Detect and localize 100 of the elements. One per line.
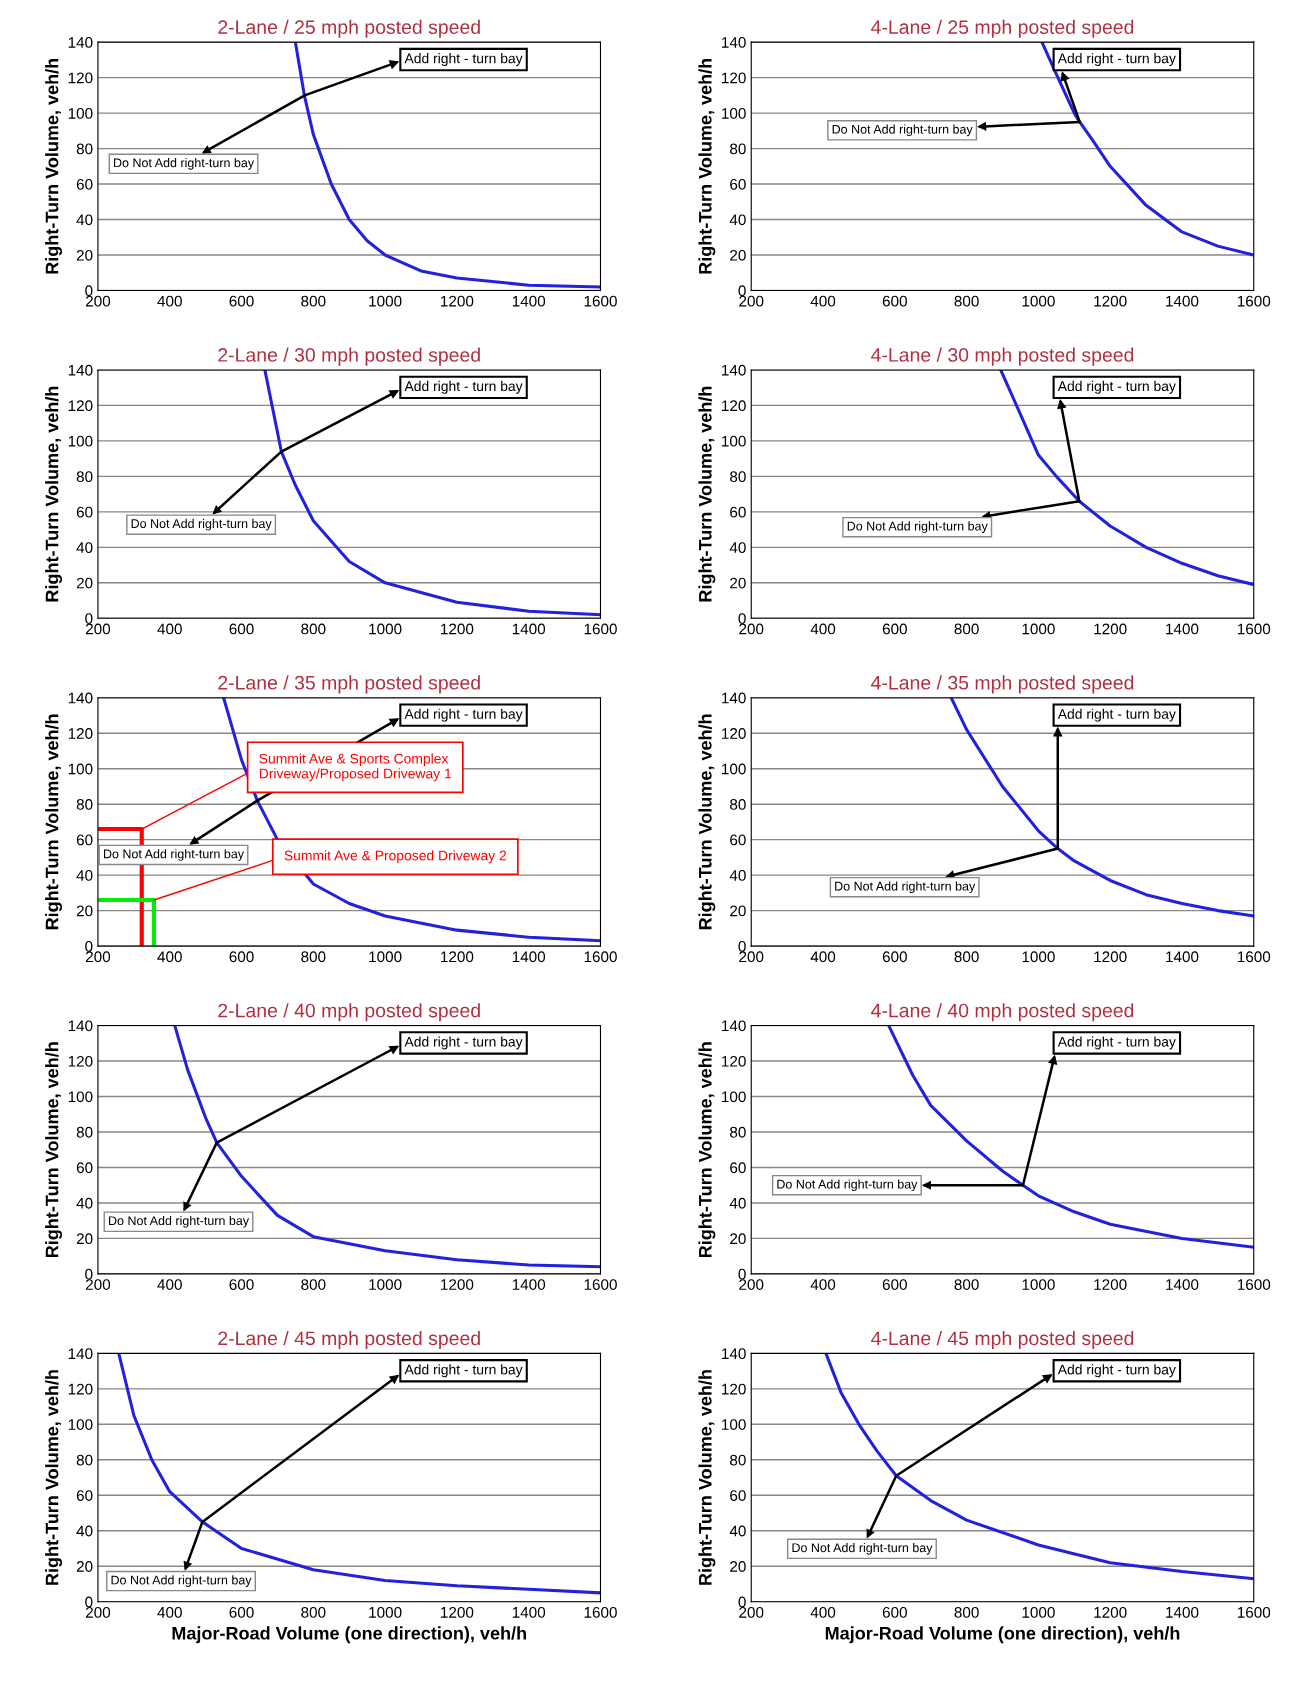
x-tick-label: 800 bbox=[954, 623, 979, 635]
y-tick-label: 140 bbox=[722, 692, 746, 704]
y-tick-label: 40 bbox=[729, 1197, 746, 1209]
x-tick-label: 1400 bbox=[512, 1279, 546, 1290]
x-tick-label: 1000 bbox=[369, 295, 402, 307]
x-tick-label: 600 bbox=[229, 623, 254, 635]
y-tick-label: 140 bbox=[722, 1020, 746, 1032]
x-tick-label: 1400 bbox=[1166, 295, 1199, 307]
x-tick-label: 600 bbox=[882, 951, 907, 963]
chart-title: 2-Lane / 30 mph posted speed bbox=[218, 347, 480, 366]
chart-title: 4-Lane / 35 mph posted speed bbox=[871, 675, 1134, 694]
y-tick-label: 60 bbox=[730, 1162, 746, 1174]
y-tick-label: 20 bbox=[730, 1561, 746, 1572]
x-tick-label: 1000 bbox=[1022, 623, 1055, 635]
annotation: Do Not Add right-turn bay bbox=[835, 881, 976, 894]
annotation: Do Not Add right-turn bay bbox=[777, 1179, 918, 1192]
y-tick-label: 100 bbox=[722, 763, 746, 775]
y-tick-label: 120 bbox=[722, 400, 746, 412]
x-tick-label: 400 bbox=[157, 623, 182, 635]
x-tick-label: 1200 bbox=[441, 623, 474, 635]
chart-title: 4-Lane / 45 mph posted speed bbox=[871, 1330, 1134, 1350]
x-tick-label: 1600 bbox=[584, 1279, 617, 1290]
annotation: Do Not Add right-turn bay bbox=[832, 124, 973, 137]
annotation: Do Not Add right-turn bay bbox=[111, 1575, 252, 1587]
y-tick-label: 60 bbox=[76, 178, 93, 190]
y-tick-label: 20 bbox=[730, 249, 746, 261]
x-tick-label: 1600 bbox=[1237, 295, 1271, 307]
x-tick-label: 1200 bbox=[441, 1279, 474, 1290]
y-tick-label: 120 bbox=[68, 1055, 93, 1067]
x-tick-label: 1600 bbox=[584, 623, 617, 635]
y-axis-title: Right-Turn Volume, veh/h bbox=[45, 714, 63, 930]
x-tick-label: 1400 bbox=[512, 295, 546, 307]
y-axis-title: Right-Turn Volume, veh/h bbox=[698, 1370, 716, 1585]
y-tick-label: 0 bbox=[85, 1268, 93, 1280]
y-tick-label: 140 bbox=[68, 1348, 93, 1360]
x-tick-label: 800 bbox=[301, 295, 326, 307]
annotation: Do Not Add right-turn bay bbox=[131, 518, 272, 531]
y-tick-label: 120 bbox=[722, 72, 746, 84]
x-tick-label: 800 bbox=[301, 1606, 326, 1618]
y-tick-label: 0 bbox=[738, 940, 746, 952]
annotation: Do Not Add right-turn bay bbox=[104, 849, 244, 861]
x-tick-label: 800 bbox=[954, 951, 979, 963]
annotation: Add right - turn bay bbox=[1057, 53, 1176, 67]
y-tick-label: 60 bbox=[76, 506, 93, 518]
x-tick-label: 200 bbox=[85, 295, 111, 307]
y-tick-label: 120 bbox=[68, 72, 93, 84]
x-tick-label: 600 bbox=[882, 1606, 907, 1618]
y-axis-title: Right-Turn Volume, veh/h bbox=[45, 386, 63, 602]
annotation: Add right - turn bay bbox=[404, 708, 523, 722]
y-tick-label: 80 bbox=[76, 799, 93, 810]
x-tick-label: 1400 bbox=[1166, 1279, 1199, 1290]
y-tick-label: 60 bbox=[76, 1162, 93, 1174]
chart-title: 4-Lane / 30 mph posted speed bbox=[871, 347, 1134, 366]
y-tick-label: 140 bbox=[722, 364, 746, 376]
x-axis-title: Major-Road Volume (one direction), veh/h bbox=[172, 1626, 526, 1644]
x-tick-label: 200 bbox=[739, 295, 764, 307]
line-series bbox=[173, 1025, 601, 1269]
x-axis-title: Major-Road Volume (one direction), veh/h bbox=[825, 1626, 1180, 1644]
y-tick-label: 40 bbox=[76, 1525, 93, 1537]
x-tick-label: 1000 bbox=[1022, 1279, 1055, 1290]
x-tick-label: 1000 bbox=[1022, 951, 1055, 963]
chart-title: 2-Lane / 35 mph posted speed bbox=[218, 675, 480, 694]
y-tick-label: 100 bbox=[722, 435, 746, 447]
annotation: Add right - turn bay bbox=[404, 1036, 523, 1050]
x-tick-label: 1200 bbox=[1094, 1279, 1127, 1290]
y-axis-title: Right-Turn Volume, veh/h bbox=[698, 58, 716, 274]
y-tick-label: 80 bbox=[76, 143, 93, 155]
y-axis-title: Right-Turn Volume, veh/h bbox=[698, 386, 716, 602]
x-tick-label: 1600 bbox=[1237, 623, 1271, 635]
annotation: Do Not Add right-turn bay bbox=[847, 521, 988, 533]
y-tick-label: 60 bbox=[76, 1490, 93, 1501]
y-tick-label: 120 bbox=[68, 1383, 93, 1395]
y-tick-label: 120 bbox=[722, 728, 746, 739]
chart-title: 4-Lane / 25 mph posted speed bbox=[871, 19, 1134, 38]
x-tick-label: 1200 bbox=[441, 951, 474, 963]
y-tick-label: 80 bbox=[730, 471, 746, 483]
y-tick-label: 140 bbox=[68, 692, 93, 704]
x-tick-label: 1400 bbox=[512, 951, 546, 963]
x-tick-label: 400 bbox=[157, 295, 182, 307]
y-tick-label: 60 bbox=[730, 1490, 746, 1501]
y-tick-label: 100 bbox=[68, 1091, 93, 1103]
x-tick-label: 1600 bbox=[584, 1606, 617, 1618]
y-tick-label: 100 bbox=[68, 1419, 93, 1430]
y-tick-label: 60 bbox=[730, 834, 746, 846]
y-tick-label: 80 bbox=[730, 143, 746, 155]
y-tick-label: 20 bbox=[730, 905, 746, 917]
y-tick-label: 100 bbox=[722, 107, 746, 119]
annotation: Add right - turn bay bbox=[404, 380, 523, 394]
y-tick-label: 40 bbox=[76, 1197, 93, 1209]
chart-title: 2-Lane / 40 mph posted speed bbox=[218, 1003, 480, 1022]
x-tick-label: 1400 bbox=[1166, 951, 1199, 963]
annotation: Add right - turn bay bbox=[1057, 1364, 1176, 1378]
x-tick-label: 1200 bbox=[441, 295, 474, 307]
x-tick-label: 600 bbox=[882, 1279, 907, 1290]
line-series bbox=[1040, 42, 1254, 257]
y-axis-title: Right-Turn Volume, veh/h bbox=[698, 1042, 716, 1258]
y-tick-label: 0 bbox=[85, 285, 93, 297]
y-tick-label: 0 bbox=[85, 940, 93, 952]
x-tick-label: 1600 bbox=[584, 295, 617, 307]
y-tick-label: 140 bbox=[722, 37, 746, 48]
